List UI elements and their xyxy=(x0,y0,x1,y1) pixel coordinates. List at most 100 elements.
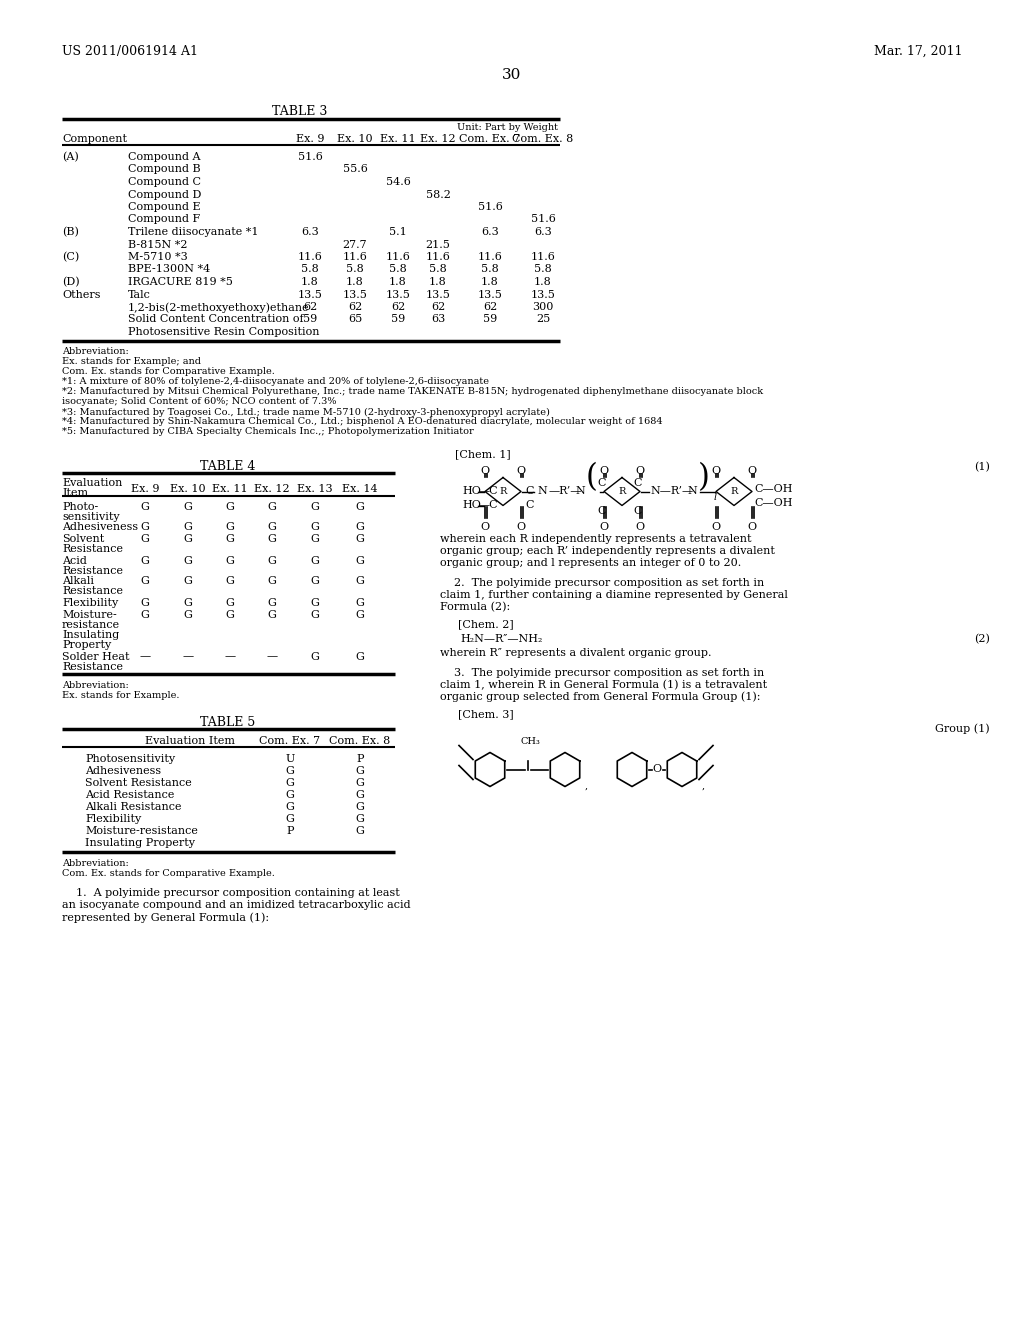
Text: TABLE 5: TABLE 5 xyxy=(201,715,256,729)
Text: G: G xyxy=(310,502,319,511)
Text: O: O xyxy=(636,521,644,532)
Text: 13.5: 13.5 xyxy=(343,289,368,300)
Text: 11.6: 11.6 xyxy=(343,252,368,261)
Text: Resistance: Resistance xyxy=(62,544,123,554)
Text: 59: 59 xyxy=(483,314,497,325)
Text: resistance: resistance xyxy=(62,619,120,630)
Text: G: G xyxy=(225,502,234,511)
Text: G: G xyxy=(310,610,319,619)
Text: 1.8: 1.8 xyxy=(481,277,499,286)
Text: 13.5: 13.5 xyxy=(386,289,411,300)
Text: 300: 300 xyxy=(532,302,554,312)
Text: an isocyanate compound and an imidized tetracarboxylic acid: an isocyanate compound and an imidized t… xyxy=(62,900,411,911)
Text: 5.8: 5.8 xyxy=(429,264,446,275)
Text: Component: Component xyxy=(62,135,127,144)
Text: 21.5: 21.5 xyxy=(426,239,451,249)
Text: G: G xyxy=(225,556,234,565)
Text: 3.  The polyimide precursor composition as set forth in: 3. The polyimide precursor composition a… xyxy=(440,668,764,677)
Text: N: N xyxy=(575,487,585,496)
Text: Adhesiveness: Adhesiveness xyxy=(85,767,161,776)
Text: [Chem. 3]: [Chem. 3] xyxy=(458,710,514,719)
Text: G: G xyxy=(355,610,365,619)
Text: Photosensitivity: Photosensitivity xyxy=(85,755,175,764)
Text: G: G xyxy=(183,556,193,565)
Text: 62: 62 xyxy=(348,302,362,312)
Text: N: N xyxy=(687,487,697,496)
Text: 13.5: 13.5 xyxy=(477,289,503,300)
Text: Flexibility: Flexibility xyxy=(62,598,118,607)
Text: G: G xyxy=(140,610,150,619)
Text: 30: 30 xyxy=(503,69,521,82)
Text: 59: 59 xyxy=(391,314,406,325)
Text: —: — xyxy=(182,652,194,661)
Text: G: G xyxy=(225,535,234,544)
Text: O: O xyxy=(636,466,644,475)
Text: Com. Ex. 7: Com. Ex. 7 xyxy=(259,735,321,746)
Text: (2): (2) xyxy=(974,634,990,644)
Text: US 2011/0061914 A1: US 2011/0061914 A1 xyxy=(62,45,198,58)
Text: G: G xyxy=(355,779,365,788)
Text: O: O xyxy=(652,764,662,775)
Text: G: G xyxy=(286,803,295,813)
Text: (D): (D) xyxy=(62,277,80,288)
Text: O: O xyxy=(748,521,757,532)
Text: Solvent Resistance: Solvent Resistance xyxy=(85,779,191,788)
Text: 5.8: 5.8 xyxy=(301,264,318,275)
Text: 5.8: 5.8 xyxy=(481,264,499,275)
Text: G: G xyxy=(267,535,276,544)
Text: 11.6: 11.6 xyxy=(386,252,411,261)
Text: Acid Resistance: Acid Resistance xyxy=(85,791,174,800)
Text: Ex. 12: Ex. 12 xyxy=(254,483,290,494)
Text: Ex. 12: Ex. 12 xyxy=(420,135,456,144)
Text: Ex. 9: Ex. 9 xyxy=(131,483,160,494)
Text: Trilene diisocyanate *1: Trilene diisocyanate *1 xyxy=(128,227,258,238)
Text: 11.6: 11.6 xyxy=(530,252,555,261)
Text: Abbreviation:: Abbreviation: xyxy=(62,858,129,867)
Text: Ex. 10: Ex. 10 xyxy=(337,135,373,144)
Text: *5: Manufactured by CIBA Specialty Chemicals Inc.,; Photopolymerization Initiato: *5: Manufactured by CIBA Specialty Chemi… xyxy=(62,428,474,437)
Text: O: O xyxy=(599,466,608,475)
Text: (B): (B) xyxy=(62,227,79,238)
Text: 65: 65 xyxy=(348,314,362,325)
Text: 25: 25 xyxy=(536,314,550,325)
Text: Resistance: Resistance xyxy=(62,565,123,576)
Text: Com. Ex. 8: Com. Ex. 8 xyxy=(512,135,573,144)
Text: represented by General Formula (1):: represented by General Formula (1): xyxy=(62,912,269,923)
Text: G: G xyxy=(267,502,276,511)
Text: G: G xyxy=(267,598,276,607)
Text: 6.3: 6.3 xyxy=(301,227,318,238)
Text: [Chem. 1]: [Chem. 1] xyxy=(455,450,511,459)
Text: Compound A: Compound A xyxy=(128,152,201,162)
Text: claim 1, further containing a diamine represented by General: claim 1, further containing a diamine re… xyxy=(440,590,787,599)
Text: R: R xyxy=(500,487,507,496)
Text: Photosensitive Resin Composition: Photosensitive Resin Composition xyxy=(128,327,319,337)
Text: U: U xyxy=(286,755,295,764)
Text: Evaluation: Evaluation xyxy=(62,479,123,488)
Text: (: ( xyxy=(586,462,598,492)
Text: 13.5: 13.5 xyxy=(530,289,555,300)
Text: G: G xyxy=(286,767,295,776)
Text: G: G xyxy=(140,577,150,586)
Text: Moisture-: Moisture- xyxy=(62,610,117,619)
Text: G: G xyxy=(183,598,193,607)
Text: G: G xyxy=(225,523,234,532)
Text: G: G xyxy=(183,577,193,586)
Text: G: G xyxy=(355,652,365,661)
Text: G: G xyxy=(355,803,365,813)
Text: G: G xyxy=(286,791,295,800)
Text: Flexibility: Flexibility xyxy=(85,814,141,825)
Text: CH₃: CH₃ xyxy=(520,738,540,747)
Text: G: G xyxy=(355,577,365,586)
Text: C: C xyxy=(634,478,642,487)
Text: G: G xyxy=(355,826,365,837)
Text: Talc: Talc xyxy=(128,289,151,300)
Text: G: G xyxy=(225,577,234,586)
Text: 1.8: 1.8 xyxy=(429,277,446,286)
Text: Compound C: Compound C xyxy=(128,177,201,187)
Text: C: C xyxy=(598,506,606,516)
Text: Com. Ex. stands for Comparative Example.: Com. Ex. stands for Comparative Example. xyxy=(62,869,274,878)
Text: ,: , xyxy=(702,781,706,791)
Text: Ex. 11: Ex. 11 xyxy=(212,483,248,494)
Text: Ex. 13: Ex. 13 xyxy=(297,483,333,494)
Text: 5.8: 5.8 xyxy=(535,264,552,275)
